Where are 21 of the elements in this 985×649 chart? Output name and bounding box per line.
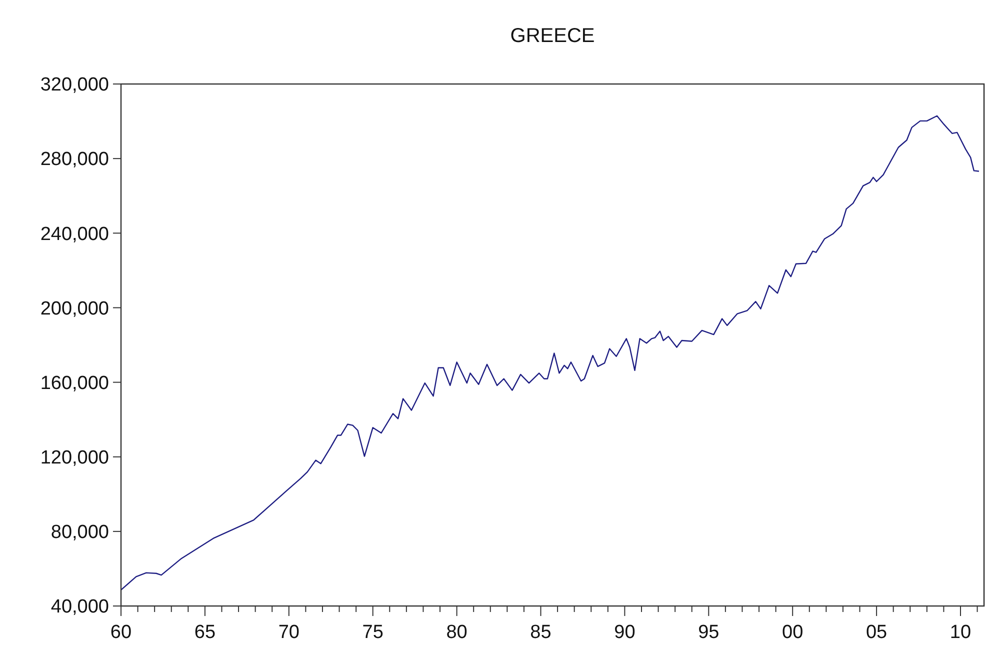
x-tick-label: 95: [698, 622, 720, 643]
x-tick-label: 70: [278, 622, 300, 643]
x-tick-label: 80: [446, 622, 468, 643]
x-tick-label: 60: [110, 622, 132, 643]
y-tick-label: 200,000: [40, 298, 109, 320]
y-tick-label: 240,000: [40, 224, 109, 245]
x-tick-label: 10: [950, 622, 972, 643]
x-tick-label: 90: [614, 622, 636, 643]
x-tick-label: 65: [194, 622, 216, 643]
y-tick-label: 40,000: [50, 596, 109, 618]
y-tick-label: 280,000: [40, 149, 109, 170]
x-tick-label: 75: [362, 622, 384, 643]
x-tick-label: 85: [530, 622, 552, 643]
x-tick-label: 00: [782, 622, 804, 643]
y-tick-label: 80,000: [50, 522, 109, 544]
x-tick-label: 05: [866, 622, 888, 643]
y-tick-label: 320,000: [40, 74, 109, 96]
y-tick-label: 160,000: [40, 372, 109, 394]
chart-title: GREECE: [510, 25, 595, 47]
y-tick-label: 120,000: [40, 448, 109, 469]
line-series: [120, 115, 980, 591]
